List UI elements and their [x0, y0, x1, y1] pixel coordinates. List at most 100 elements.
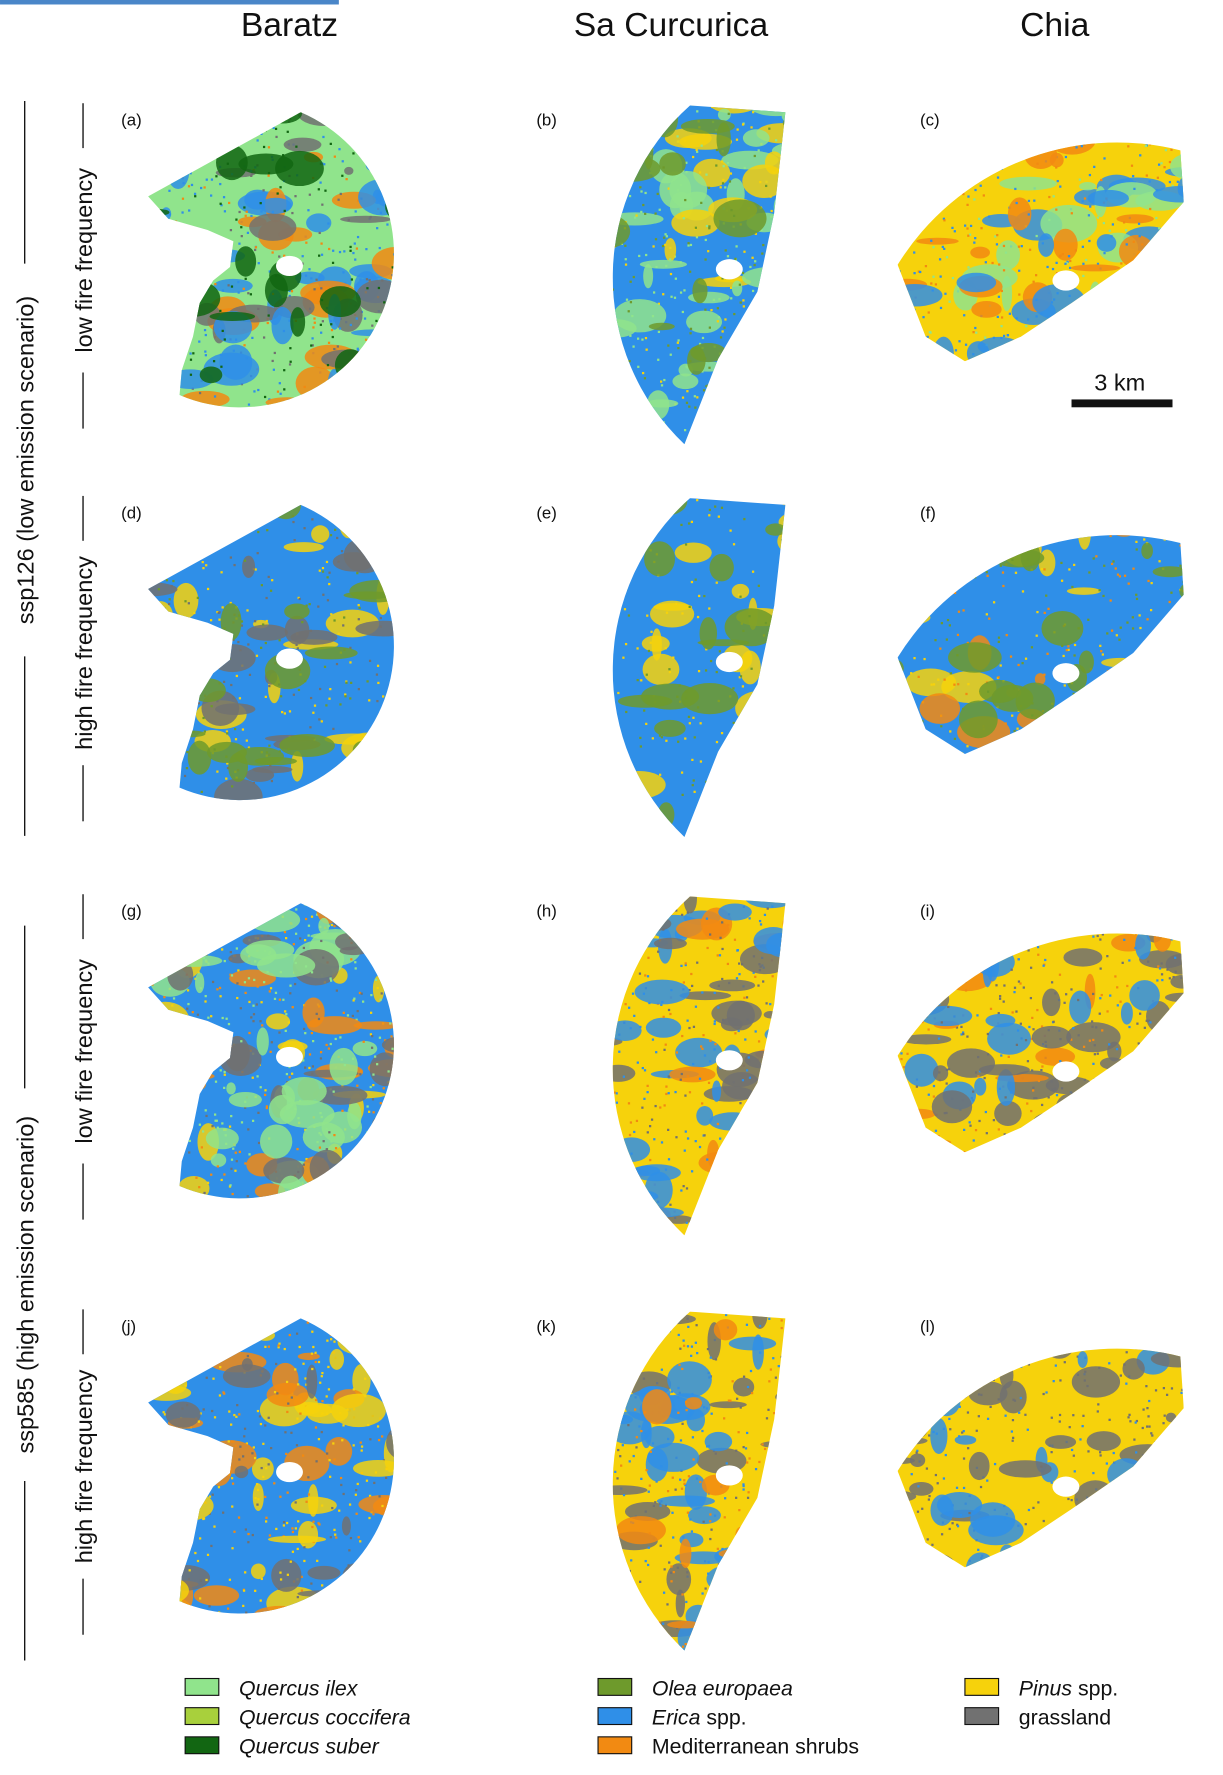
- map-pixel: [997, 543, 999, 545]
- map-pixel: [402, 172, 404, 174]
- map-pixel: [1198, 109, 1200, 111]
- map-pixel: [1132, 175, 1134, 177]
- map-pixel: [223, 681, 225, 683]
- map-pixel: [587, 704, 589, 706]
- map-pixel: [199, 277, 201, 279]
- map-pixel: [1062, 135, 1064, 137]
- map-pixel: [421, 355, 423, 357]
- map-patch: [128, 969, 160, 985]
- map-pixel: [259, 1020, 261, 1022]
- map-pixel: [257, 1112, 259, 1114]
- map-patch: [271, 491, 301, 519]
- map-pixel: [305, 965, 307, 967]
- map-pixel: [1207, 733, 1209, 735]
- map-pixel: [312, 895, 314, 897]
- map-pixel: [283, 401, 285, 403]
- map-pixel: [557, 1111, 559, 1113]
- map-pixel: [302, 1230, 304, 1232]
- map-pixel: [328, 1177, 330, 1179]
- map-pixel: [998, 296, 1000, 298]
- map-pixel: [1101, 337, 1103, 339]
- map-pixel: [523, 1087, 525, 1089]
- map-pixel: [897, 256, 899, 258]
- map-pixel: [780, 158, 782, 160]
- map-pixel: [341, 550, 343, 552]
- map-pixel: [148, 794, 150, 796]
- map-patch: [895, 414, 937, 427]
- map-pixel: [1182, 612, 1184, 614]
- map-pixel: [624, 608, 626, 610]
- map-pixel: [1165, 235, 1167, 237]
- map-patch: [366, 155, 423, 176]
- map-pixel: [652, 245, 654, 247]
- map-pixel: [331, 1215, 333, 1217]
- map-pixel: [310, 344, 312, 346]
- map-pixel: [267, 935, 269, 937]
- map-pixel: [223, 1173, 225, 1175]
- map-pixel: [190, 510, 192, 512]
- map-pixel: [226, 657, 228, 659]
- map-pixel: [951, 227, 953, 229]
- map-pixel: [696, 499, 698, 501]
- map-pixel: [1059, 134, 1061, 136]
- map-pixel: [427, 338, 429, 340]
- map-pixel: [179, 1206, 181, 1208]
- map-pixel: [820, 813, 822, 815]
- map-pixel: [180, 111, 182, 113]
- map-pixel: [409, 571, 411, 573]
- map-pixel: [164, 1119, 166, 1121]
- map-pixel: [1015, 345, 1017, 347]
- map-pixel: [277, 192, 279, 194]
- map-patch: [966, 524, 1014, 543]
- map-pixel: [588, 286, 590, 288]
- map-pixel: [574, 107, 576, 109]
- map-pixel: [441, 894, 443, 896]
- map-pixel: [946, 524, 948, 526]
- map-pixel: [705, 781, 707, 783]
- map-pixel: [279, 186, 281, 188]
- map-pixel: [328, 248, 330, 250]
- map-pixel: [177, 387, 179, 389]
- map-patch: [144, 948, 182, 963]
- map-pixel: [896, 369, 898, 371]
- map-pixel: [718, 298, 720, 300]
- map-pixel: [170, 840, 172, 842]
- map-pixel: [241, 906, 243, 908]
- map-pixel: [224, 210, 226, 212]
- map-pixel: [165, 812, 167, 814]
- map-pixel: [822, 160, 824, 162]
- map-pixel: [808, 974, 810, 976]
- map-pixel: [191, 1110, 193, 1112]
- map-pixel: [360, 358, 362, 360]
- map-patch: [368, 895, 410, 915]
- map-patch: [245, 768, 274, 782]
- map-pixel: [1023, 731, 1025, 733]
- map-pixel: [439, 289, 441, 291]
- map-pixel: [539, 197, 541, 199]
- map-patch: [412, 1175, 448, 1191]
- map-pixel: [366, 1105, 368, 1107]
- map-pixel: [318, 117, 320, 119]
- map-pixel: [954, 738, 956, 740]
- map-pixel: [589, 940, 591, 942]
- map-pixel: [354, 422, 356, 424]
- map-pixel: [145, 683, 147, 685]
- map-pixel: [568, 436, 570, 438]
- map-pixel: [392, 326, 394, 328]
- map-pixel: [394, 1138, 396, 1140]
- map-patch: [925, 147, 953, 159]
- map-pixel: [823, 119, 825, 121]
- map-pixel: [827, 266, 829, 268]
- map-pixel: [392, 1140, 394, 1142]
- map-pixel: [1161, 659, 1163, 661]
- map-pixel: [1001, 775, 1003, 777]
- map-pixel: [512, 823, 514, 825]
- map-pixel: [558, 240, 560, 242]
- map-pixel: [1102, 653, 1104, 655]
- map-pixel: [418, 354, 420, 356]
- map-pixel: [215, 816, 217, 818]
- map-pixel: [815, 446, 817, 448]
- map-pixel: [539, 379, 541, 381]
- map-pixel: [902, 830, 904, 832]
- map-patch: [257, 1027, 269, 1055]
